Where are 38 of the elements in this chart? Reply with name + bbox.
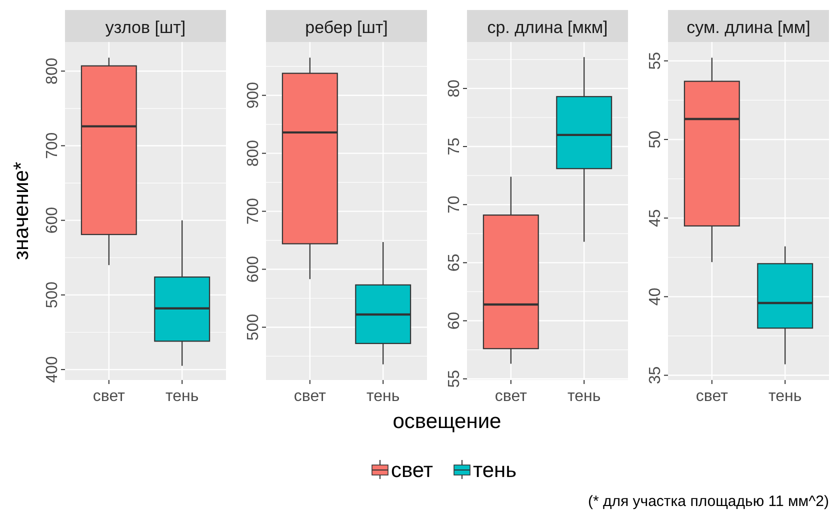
- y-tick-label: 40: [647, 288, 664, 306]
- x-tick-label: тень: [768, 388, 802, 405]
- y-tick-label: 600: [245, 256, 262, 283]
- legend-label: тень: [473, 459, 517, 482]
- x-tick-label: свет: [494, 388, 528, 405]
- x-tick-label: свет: [696, 388, 729, 405]
- x-axis-title: освещение: [392, 410, 502, 433]
- y-axis-title: значение*: [10, 162, 33, 260]
- chart-title: ребер [шт]: [305, 18, 388, 37]
- y-tick-label: 900: [245, 82, 262, 109]
- y-tick-label: 600: [44, 206, 61, 234]
- x-tick-label: тень: [366, 388, 400, 405]
- x-tick-label: тень: [567, 388, 601, 405]
- y-tick-label: 80: [446, 79, 463, 98]
- y-tick-label: 800: [245, 140, 262, 167]
- y-tick-label: 55: [647, 52, 664, 70]
- y-tick-label: 700: [44, 132, 61, 160]
- y-tick-label: 70: [446, 196, 463, 214]
- legend-label: свет: [391, 459, 434, 482]
- y-tick-label: 400: [44, 356, 61, 383]
- chart-title: ср. длина [мкм]: [487, 18, 608, 37]
- y-tick-label: 65: [446, 254, 463, 272]
- y-tick-label: 50: [647, 130, 664, 148]
- y-tick-label: 700: [245, 198, 262, 225]
- text: (* для участка площадью 11 мм^2): [588, 493, 829, 510]
- x-tick-label: свет: [294, 388, 327, 405]
- y-tick-label: 45: [647, 209, 664, 227]
- y-tick-label: 500: [44, 281, 61, 308]
- y-tick-label: 800: [44, 58, 61, 84]
- chart-title: сум. длина [мм]: [686, 18, 810, 37]
- x-tick-label: свет: [92, 388, 126, 405]
- y-tick-label: 60: [446, 312, 463, 330]
- y-tick-label: 75: [446, 138, 463, 156]
- y-tick-label: 55: [446, 370, 463, 388]
- y-tick-label: 35: [647, 366, 664, 384]
- y-tick-label: 500: [245, 314, 262, 341]
- x-tick-label: тень: [165, 388, 199, 405]
- chart-title: узлов [шт]: [105, 18, 186, 37]
